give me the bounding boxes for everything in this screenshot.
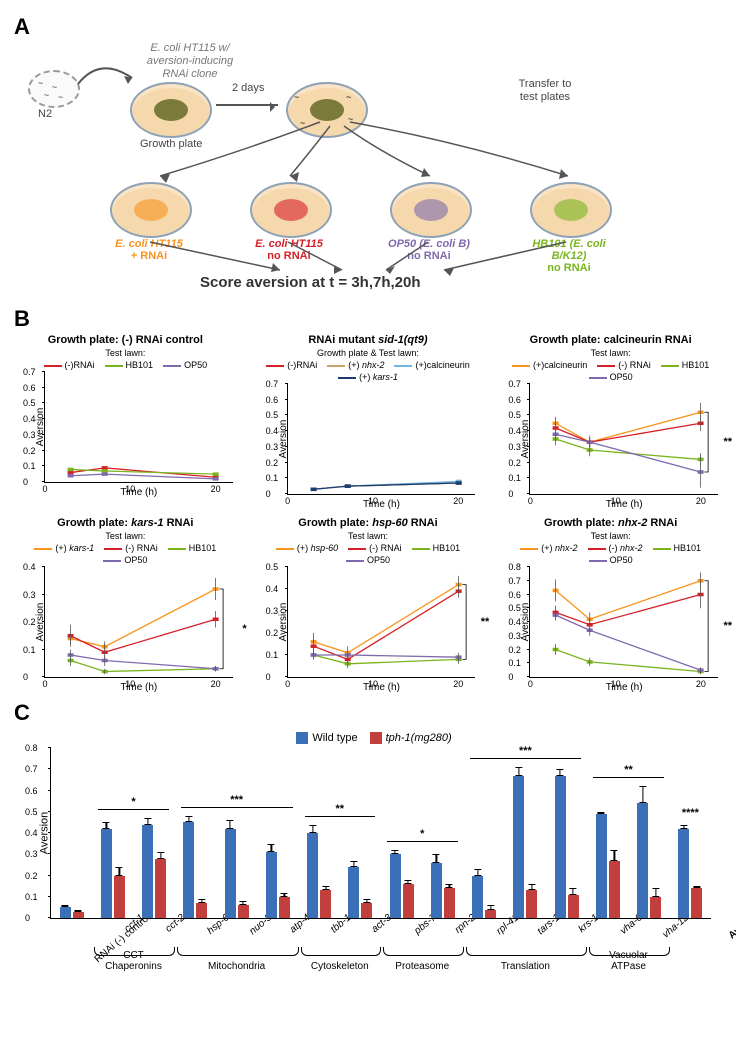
line-chart: RNAi mutant sid-1(qt9) Growth plate & Tes… — [261, 334, 476, 511]
score-arrows — [90, 240, 650, 280]
chart-title: Growth plate: nhx-2 RNAi — [503, 517, 718, 529]
bar-mut — [568, 895, 579, 918]
bar-wt — [637, 803, 648, 918]
significance-marker: * — [420, 828, 424, 840]
bar-wt — [225, 829, 236, 918]
chart-legend: Test lawn:(+)calcineurin(-) RNAiHB101OP5… — [503, 348, 718, 382]
bar-mut — [238, 905, 249, 918]
chart-plot: AversionTime (h)00.10.20.30.401020* — [44, 567, 233, 678]
bar-wt — [60, 907, 71, 918]
growth-plate-label: Growth plate — [140, 138, 202, 151]
group-label: Proteasome — [383, 961, 462, 972]
bar-wt — [513, 776, 524, 918]
chart-legend: Test lawn:(-)RNAiHB101OP50 — [18, 348, 233, 370]
rnai-caption: E. coli HT115 w/aversion-inducingRNAi cl… — [125, 42, 255, 82]
chart-title: Growth plate: calcineurin RNAi — [503, 334, 718, 346]
bar-mut — [526, 890, 537, 918]
test-plate — [390, 182, 472, 238]
bar-mut — [320, 890, 331, 918]
significance-marker: *** — [519, 745, 532, 757]
bar-mut — [361, 903, 372, 918]
chart-title: Growth plate: (-) RNAi control — [18, 334, 233, 346]
significance-marker: ** — [624, 764, 633, 776]
bar-wt — [101, 829, 112, 918]
panel-c-plot: Aversion 00.10.20.30.40.50.60.70.8RNAi (… — [50, 748, 711, 919]
bar-wt — [390, 854, 401, 918]
chart-plot: AversionTime (h)00.10.20.30.40.501020** — [287, 567, 476, 678]
bar-mut — [155, 859, 166, 919]
growth-plate-1 — [130, 82, 212, 138]
panel-a-label: A — [14, 14, 726, 40]
chart-plot: AversionTime (h)00.10.20.30.40.50.60.701… — [287, 384, 476, 495]
bar-mut — [114, 876, 125, 919]
line-chart: Growth plate: (-) RNAi control Test lawn:… — [18, 334, 233, 511]
bar-mut — [196, 903, 207, 918]
test-plate — [530, 182, 612, 238]
chart-plot: AversionTime (h)00.10.20.30.40.50.60.70.… — [529, 567, 718, 678]
chart-title: RNAi mutant sid-1(qt9) — [261, 334, 476, 346]
significance-marker: * — [131, 796, 135, 808]
group-label: Translation — [466, 961, 586, 972]
line-chart: Growth plate: hsp-60 RNAi Test lawn:(+) h… — [261, 517, 476, 694]
bar-wt — [307, 833, 318, 918]
bar-mut — [444, 888, 455, 918]
chart-plot: AversionTime (h)00.10.20.30.40.50.60.701… — [529, 384, 718, 495]
arrow-2days — [216, 104, 278, 106]
panel-c-label: C — [14, 700, 726, 726]
panel-c-chart: Wild typetph-1(mg280) Aversion 00.10.20.… — [10, 728, 726, 919]
line-chart: Growth plate: kars-1 RNAi Test lawn:(+) k… — [18, 517, 233, 694]
bar-wt — [678, 829, 689, 918]
bar-wt — [142, 825, 153, 919]
test-plate — [110, 182, 192, 238]
two-days-label: 2 days — [232, 82, 264, 95]
line-chart: Growth plate: calcineurin RNAi Test lawn:… — [503, 334, 718, 511]
bar-wt — [472, 876, 483, 919]
bar-wt — [348, 867, 359, 918]
panel-b-label: B — [14, 306, 726, 332]
panel-c-legend: Wild typetph-1(mg280) — [18, 732, 718, 744]
bar-wt — [555, 776, 566, 918]
bar-label: Average ofall RNAi — [713, 900, 736, 962]
bar-mut — [403, 884, 414, 918]
n2-label: N2 — [38, 108, 52, 121]
chart-title: Growth plate: kars-1 RNAi — [18, 517, 233, 529]
bar-wt — [183, 822, 194, 918]
bar-mut — [609, 861, 620, 918]
chart-title: Growth plate: hsp-60 RNAi — [261, 517, 476, 529]
bar-mut — [485, 910, 496, 919]
panel-b-charts: Growth plate: (-) RNAi control Test lawn:… — [10, 334, 726, 694]
chart-legend: Test lawn:(+) nhx-2(-) nhx-2HB101OP50 — [503, 531, 718, 565]
group-label: CCTChaperonins — [94, 950, 173, 972]
chart-legend: Test lawn:(+) hsp-60(-) RNAiHB101OP50 — [261, 531, 476, 565]
significance-marker: **** — [682, 807, 699, 819]
significance-marker: *** — [230, 794, 243, 806]
significance-marker: ** — [335, 803, 344, 815]
chart-legend: Growth plate & Test lawn:(-)RNAi(+) nhx-… — [261, 348, 476, 382]
arrow-n2-growth — [70, 60, 140, 110]
test-plate — [250, 182, 332, 238]
chart-legend: Test lawn:(+) kars-1(-) RNAiHB101OP50 — [18, 531, 233, 565]
bar-mut — [650, 897, 661, 918]
group-label: Cytoskeleton — [301, 961, 380, 972]
transfer-arrows — [300, 112, 680, 192]
group-label: Mitochondria — [177, 961, 297, 972]
bar-mut — [73, 912, 84, 918]
bar-mut — [691, 888, 702, 918]
bar-wt — [266, 852, 277, 918]
bar-wt — [431, 863, 442, 918]
bar-mut — [279, 897, 290, 918]
bar-wt — [596, 814, 607, 918]
panel-c-ylabel: Aversion — [38, 812, 50, 855]
chart-plot: AversionTime (h)00.10.20.30.40.50.60.701… — [44, 372, 233, 483]
transfer-label: Transfer totest plates — [500, 78, 590, 104]
panel-a-diagram: ~~ ~~ N2 E. coli HT115 w/aversion-induci… — [10, 42, 726, 302]
line-chart: Growth plate: nhx-2 RNAi Test lawn:(+) nh… — [503, 517, 718, 694]
group-label: VacuolarATPase — [589, 950, 668, 972]
